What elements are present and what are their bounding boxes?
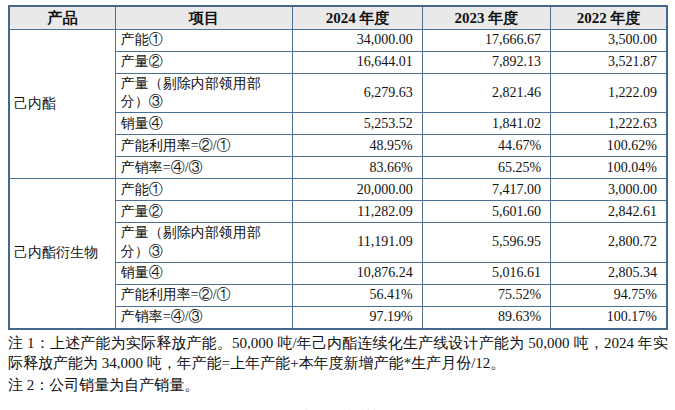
value-cell: 3,500.00 bbox=[551, 30, 667, 52]
header-cell: 2022 年度 bbox=[551, 6, 667, 30]
item-cell: 产量② bbox=[115, 201, 293, 223]
value-cell: 5,253.52 bbox=[293, 113, 422, 135]
value-cell: 16,644.01 bbox=[293, 52, 422, 74]
table-body: 己内酯产能①34,000.0017,666.673,500.00产量②16,64… bbox=[9, 30, 667, 329]
product-cell: 己内酯 bbox=[9, 30, 115, 179]
value-cell: 1,222.09 bbox=[551, 74, 667, 113]
item-cell: 产量② bbox=[115, 52, 293, 74]
note-2: 注 2：公司销量为自产销量。 bbox=[8, 376, 668, 396]
table-row: 己内酯产能①34,000.0017,666.673,500.00 bbox=[9, 30, 667, 52]
value-cell: 17,666.67 bbox=[422, 30, 550, 52]
item-cell: 产销率=④/③ bbox=[115, 306, 293, 329]
note-1: 注 1：上述产能为实际释放产能。50,000 吨/年己内酯连续化生产线设计产能为… bbox=[8, 334, 668, 374]
value-cell: 100.62% bbox=[551, 135, 667, 157]
value-cell: 1,222.63 bbox=[551, 113, 667, 135]
table-row: 己内酯衍生物产能①20,000.007,417.003,000.00 bbox=[9, 179, 667, 201]
value-cell: 3,000.00 bbox=[551, 179, 667, 201]
header-row: 产品项目2024 年度2023 年度2022 年度 bbox=[9, 6, 667, 30]
item-cell: 产量（剔除内部领用部分）③ bbox=[115, 74, 293, 113]
value-cell: 6,279.63 bbox=[293, 74, 422, 113]
value-cell: 2,800.72 bbox=[551, 223, 667, 262]
value-cell: 2,805.34 bbox=[551, 262, 667, 284]
value-cell: 11,191.09 bbox=[293, 223, 422, 262]
item-cell: 销量④ bbox=[115, 113, 293, 135]
value-cell: 5,601.60 bbox=[422, 201, 550, 223]
item-cell: 销量④ bbox=[115, 262, 293, 284]
value-cell: 5,596.95 bbox=[422, 223, 550, 262]
value-cell: 48.95% bbox=[293, 135, 422, 157]
value-cell: 56.41% bbox=[293, 284, 422, 306]
value-cell: 7,892.13 bbox=[422, 52, 550, 74]
header-cell: 项目 bbox=[115, 6, 293, 30]
value-cell: 3,521.87 bbox=[551, 52, 667, 74]
product-cell: 己内酯衍生物 bbox=[9, 179, 115, 329]
value-cell: 89.63% bbox=[422, 306, 550, 329]
table-header: 产品项目2024 年度2023 年度2022 年度 bbox=[9, 6, 667, 30]
item-cell: 产销率=④/③ bbox=[115, 157, 293, 179]
item-cell: 产量（剔除内部领用部分）③ bbox=[115, 223, 293, 262]
item-cell: 产能利用率=②/① bbox=[115, 135, 293, 157]
value-cell: 5,016.61 bbox=[422, 262, 550, 284]
value-cell: 94.75% bbox=[551, 284, 667, 306]
notes: 注 1：上述产能为实际释放产能。50,000 吨/年己内酯连续化生产线设计产能为… bbox=[8, 334, 668, 396]
header-cell: 产品 bbox=[9, 6, 115, 30]
production-table: 产品项目2024 年度2023 年度2022 年度 己内酯产能①34,000.0… bbox=[8, 5, 668, 330]
value-cell: 20,000.00 bbox=[293, 179, 422, 201]
value-cell: 7,417.00 bbox=[422, 179, 550, 201]
item-cell: 产能① bbox=[115, 179, 293, 201]
value-cell: 2,842.61 bbox=[551, 201, 667, 223]
header-cell: 2024 年度 bbox=[293, 6, 422, 30]
value-cell: 97.19% bbox=[293, 306, 422, 329]
value-cell: 75.52% bbox=[422, 284, 550, 306]
page: 产品项目2024 年度2023 年度2022 年度 己内酯产能①34,000.0… bbox=[0, 0, 675, 410]
header-cell: 2023 年度 bbox=[422, 6, 550, 30]
value-cell: 65.25% bbox=[422, 157, 550, 179]
value-cell: 1,841.02 bbox=[422, 113, 550, 135]
value-cell: 11,282.09 bbox=[293, 201, 422, 223]
value-cell: 100.17% bbox=[551, 306, 667, 329]
value-cell: 10,876.24 bbox=[293, 262, 422, 284]
value-cell: 34,000.00 bbox=[293, 30, 422, 52]
value-cell: 2,821.46 bbox=[422, 74, 550, 113]
value-cell: 44.67% bbox=[422, 135, 550, 157]
value-cell: 83.66% bbox=[293, 157, 422, 179]
item-cell: 产能① bbox=[115, 30, 293, 52]
value-cell: 100.04% bbox=[551, 157, 667, 179]
item-cell: 产能利用率=②/① bbox=[115, 284, 293, 306]
